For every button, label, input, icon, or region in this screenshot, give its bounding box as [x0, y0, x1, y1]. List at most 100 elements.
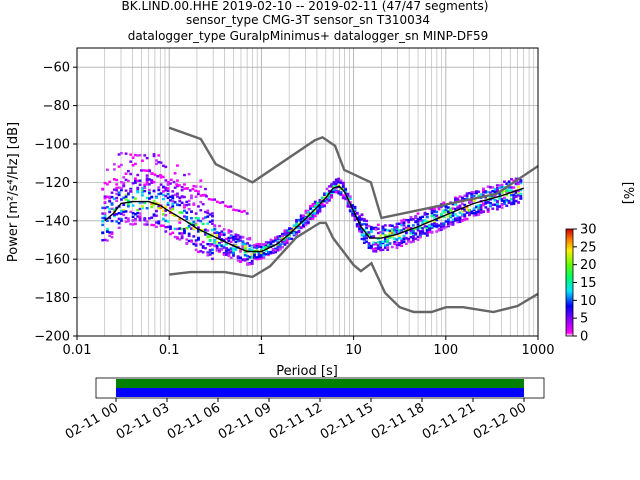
density-cell	[218, 241, 221, 245]
density-cell	[110, 235, 114, 239]
density-cell	[479, 193, 483, 196]
density-cell	[171, 202, 175, 206]
density-cell	[281, 240, 284, 244]
density-cell	[514, 195, 518, 198]
density-cell	[129, 188, 133, 192]
colorbar-tick-label: 25	[580, 240, 597, 255]
timeline-tick-label: 02-11 00	[63, 400, 121, 442]
density-cell	[360, 213, 364, 217]
density-cell	[115, 192, 119, 196]
density-cell	[369, 227, 373, 231]
density-cell	[237, 209, 241, 212]
density-cell	[285, 239, 289, 243]
density-cell	[180, 236, 184, 240]
density-cell	[103, 214, 107, 218]
density-cell	[461, 210, 464, 213]
density-cell	[267, 253, 270, 257]
density-cell	[191, 187, 195, 191]
density-cell	[155, 225, 158, 229]
density-cell	[407, 220, 411, 224]
density-cell	[201, 240, 205, 244]
density-cell	[239, 256, 242, 259]
density-cell	[381, 240, 385, 243]
density-cell	[316, 207, 319, 210]
density-cell	[475, 210, 478, 214]
density-cell	[341, 196, 345, 200]
density-cell	[150, 181, 154, 184]
density-cell	[470, 199, 474, 202]
density-cell	[243, 248, 247, 251]
density-cell	[192, 242, 196, 246]
density-cell	[465, 208, 469, 211]
density-cell	[503, 202, 506, 205]
density-cell	[390, 229, 394, 232]
density-cell	[496, 199, 499, 203]
density-cell	[493, 190, 497, 193]
density-cell	[164, 186, 168, 190]
density-cell	[519, 192, 523, 196]
density-cell	[423, 225, 427, 228]
density-cell	[351, 204, 355, 207]
density-cell	[316, 211, 319, 215]
density-cell	[461, 202, 464, 205]
colorbar-tick-label: 0	[580, 330, 588, 345]
density-cell	[309, 217, 312, 220]
density-cell	[351, 210, 355, 213]
density-cell	[337, 180, 341, 184]
density-cell	[470, 192, 474, 196]
density-cell	[449, 221, 453, 224]
density-cell	[232, 252, 235, 255]
density-cell	[496, 190, 499, 193]
density-cell	[122, 208, 126, 212]
density-cell	[346, 201, 350, 205]
density-cell	[383, 246, 387, 249]
density-cell	[463, 213, 467, 216]
density-cell	[257, 257, 261, 261]
density-cell	[150, 172, 154, 175]
density-cell	[171, 205, 175, 208]
density-cell	[194, 248, 198, 252]
density-cell	[290, 237, 294, 241]
density-cell	[101, 220, 105, 223]
density-cell	[117, 222, 121, 225]
density-cell	[187, 207, 191, 211]
density-cell	[208, 244, 212, 247]
density-cell	[253, 253, 256, 256]
density-cell	[372, 243, 376, 246]
density-cell	[229, 249, 233, 252]
density-cell	[229, 230, 233, 233]
density-cell	[152, 200, 156, 203]
density-cell	[108, 207, 112, 211]
density-cell	[204, 247, 207, 250]
density-cell	[234, 233, 238, 236]
density-cell	[166, 187, 170, 190]
density-cell	[103, 212, 107, 215]
density-cell	[185, 217, 189, 221]
density-cell	[183, 215, 186, 218]
density-cell	[250, 259, 254, 263]
density-cell	[416, 227, 420, 230]
density-cell	[454, 213, 457, 216]
density-cell	[395, 241, 399, 244]
density-cell	[269, 241, 273, 244]
density-cell	[295, 233, 298, 236]
timeline-tick-label: 02-11 18	[369, 400, 427, 442]
density-cell	[206, 215, 210, 218]
density-cell	[383, 240, 387, 243]
density-cell	[262, 246, 266, 249]
density-cell	[229, 240, 233, 244]
density-cell	[187, 239, 191, 243]
density-cell	[407, 219, 411, 222]
density-cell	[157, 154, 161, 157]
density-cell	[486, 208, 490, 211]
density-cell	[134, 153, 137, 157]
density-cell	[372, 241, 376, 244]
density-cell	[192, 223, 196, 227]
density-cell	[486, 197, 490, 200]
density-cell	[243, 209, 246, 213]
density-cell	[306, 221, 310, 225]
density-cell	[220, 233, 224, 236]
density-cell	[425, 220, 429, 224]
density-cell	[496, 184, 499, 187]
density-cell	[222, 228, 226, 231]
